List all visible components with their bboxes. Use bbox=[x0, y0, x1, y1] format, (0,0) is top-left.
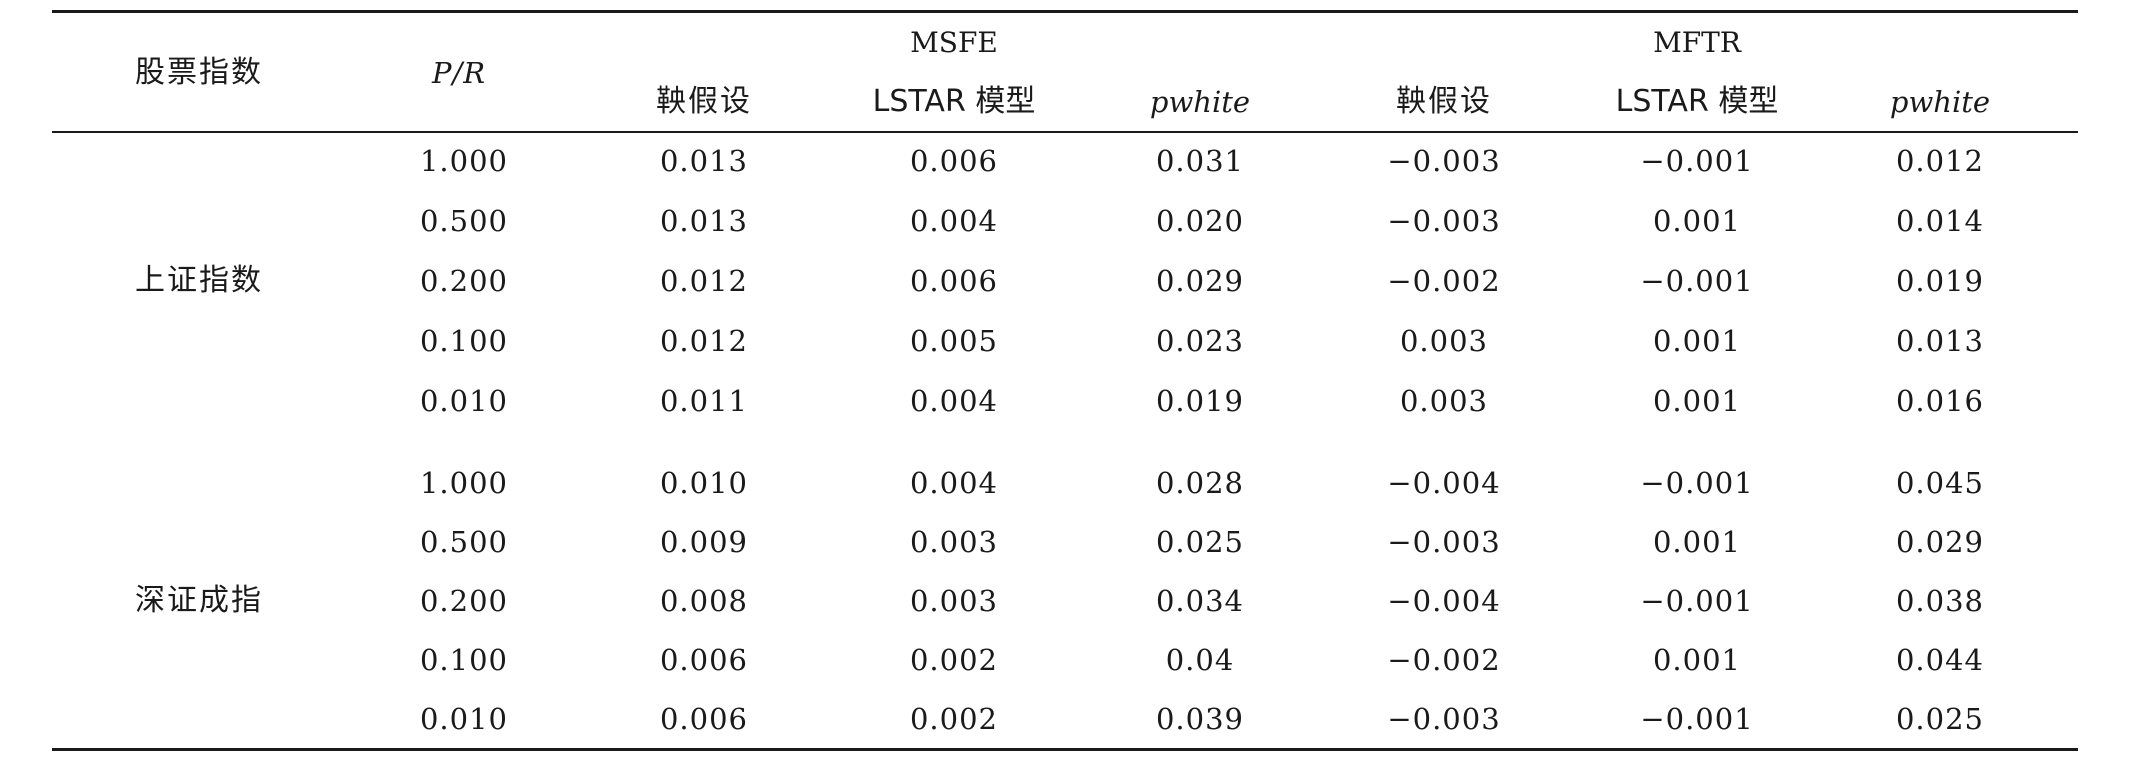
cell-msfe-martingale: 0.013 bbox=[659, 204, 749, 238]
cell-mftr-pwhite: 0.044 bbox=[1895, 643, 1985, 677]
cell-mftr-lstar: −0.001 bbox=[1640, 466, 1754, 500]
cell-mftr-lstar: 0.001 bbox=[1652, 643, 1742, 677]
cell-mftr-lstar: 0.001 bbox=[1652, 525, 1742, 559]
header-msfe-martingale: 鞅假设 bbox=[656, 84, 752, 119]
cell-msfe-martingale: 0.009 bbox=[659, 525, 749, 559]
cell-msfe-lstar: 0.004 bbox=[909, 384, 999, 418]
cell-msfe-lstar: 0.006 bbox=[909, 144, 999, 178]
cell-msfe-pwhite: 0.023 bbox=[1155, 324, 1245, 358]
cell-mftr-lstar: −0.001 bbox=[1640, 144, 1754, 178]
cell-mftr-lstar: −0.001 bbox=[1640, 264, 1754, 298]
cell-mftr-martingale: −0.002 bbox=[1387, 643, 1501, 677]
cell-pr: 0.010 bbox=[419, 702, 509, 736]
cell-msfe-pwhite: 0.034 bbox=[1155, 584, 1245, 618]
header-msfe-lstar: LSTAR 模型 bbox=[872, 84, 1036, 119]
cell-msfe-pwhite: 0.039 bbox=[1155, 702, 1245, 736]
cell-msfe-pwhite: 0.029 bbox=[1155, 264, 1245, 298]
cell-msfe-lstar: 0.006 bbox=[909, 264, 999, 298]
cell-mftr-martingale: −0.003 bbox=[1387, 525, 1501, 559]
cell-mftr-martingale: −0.002 bbox=[1387, 264, 1501, 298]
header-pr-ratio: P/R bbox=[431, 56, 487, 90]
cell-msfe-lstar: 0.004 bbox=[909, 204, 999, 238]
header-mftr-lstar: LSTAR 模型 bbox=[1615, 84, 1779, 119]
cell-msfe-lstar: 0.002 bbox=[909, 643, 999, 677]
cell-msfe-lstar: 0.002 bbox=[909, 702, 999, 736]
cell-msfe-martingale: 0.010 bbox=[659, 466, 749, 500]
cell-msfe-martingale: 0.006 bbox=[659, 702, 749, 736]
cell-mftr-martingale: −0.004 bbox=[1387, 584, 1501, 618]
cell-msfe-lstar: 0.004 bbox=[909, 466, 999, 500]
cell-mftr-pwhite: 0.013 bbox=[1895, 324, 1985, 358]
cell-msfe-martingale: 0.006 bbox=[659, 643, 749, 677]
table-top-rule bbox=[52, 10, 2078, 13]
cell-mftr-pwhite: 0.012 bbox=[1895, 144, 1985, 178]
table-header-rule bbox=[52, 131, 2078, 133]
cell-mftr-lstar: 0.001 bbox=[1652, 204, 1742, 238]
cell-mftr-pwhite: 0.029 bbox=[1895, 525, 1985, 559]
cell-msfe-pwhite: 0.019 bbox=[1155, 384, 1245, 418]
cell-msfe-martingale: 0.013 bbox=[659, 144, 749, 178]
cell-msfe-lstar: 0.005 bbox=[909, 324, 999, 358]
cell-msfe-pwhite: 0.020 bbox=[1155, 204, 1245, 238]
cell-mftr-martingale: −0.003 bbox=[1387, 702, 1501, 736]
cell-pr: 0.200 bbox=[419, 584, 509, 618]
cell-pr: 1.000 bbox=[419, 144, 509, 178]
header-mftr-martingale: 鞅假设 bbox=[1396, 84, 1492, 119]
cell-mftr-martingale: 0.003 bbox=[1399, 324, 1489, 358]
cell-mftr-martingale: −0.003 bbox=[1387, 204, 1501, 238]
table-bottom-rule bbox=[52, 748, 2078, 751]
cell-msfe-pwhite: 0.028 bbox=[1155, 466, 1245, 500]
cell-msfe-martingale: 0.012 bbox=[659, 264, 749, 298]
cell-mftr-pwhite: 0.038 bbox=[1895, 584, 1985, 618]
cell-msfe-martingale: 0.008 bbox=[659, 584, 749, 618]
cell-mftr-pwhite: 0.025 bbox=[1895, 702, 1985, 736]
cell-mftr-pwhite: 0.014 bbox=[1895, 204, 1985, 238]
cell-mftr-pwhite: 0.019 bbox=[1895, 264, 1985, 298]
cell-mftr-pwhite: 0.045 bbox=[1895, 466, 1985, 500]
header-stock-index: 股票指数 bbox=[135, 55, 263, 90]
cell-mftr-martingale: −0.004 bbox=[1387, 466, 1501, 500]
cell-pr: 0.100 bbox=[419, 324, 509, 358]
cell-msfe-lstar: 0.003 bbox=[909, 584, 999, 618]
cell-msfe-martingale: 0.011 bbox=[659, 384, 749, 418]
cell-pr: 0.500 bbox=[419, 525, 509, 559]
cell-msfe-pwhite: 0.025 bbox=[1155, 525, 1245, 559]
cell-pr: 1.000 bbox=[419, 466, 509, 500]
header-msfe-group: MSFE bbox=[910, 26, 998, 59]
cell-mftr-lstar: 0.001 bbox=[1652, 324, 1742, 358]
cell-mftr-pwhite: 0.016 bbox=[1895, 384, 1985, 418]
cell-pr: 0.200 bbox=[419, 264, 509, 298]
cell-mftr-martingale: −0.003 bbox=[1387, 144, 1501, 178]
cell-msfe-pwhite: 0.031 bbox=[1155, 144, 1245, 178]
group-label-shanghai: 上证指数 bbox=[135, 263, 263, 298]
cell-msfe-lstar: 0.003 bbox=[909, 525, 999, 559]
cell-pr: 0.100 bbox=[419, 643, 509, 677]
cell-pr: 0.010 bbox=[419, 384, 509, 418]
cell-msfe-martingale: 0.012 bbox=[659, 324, 749, 358]
header-mftr-group: MFTR bbox=[1653, 26, 1741, 59]
header-msfe-pwhite: pwhite bbox=[1149, 85, 1251, 119]
cell-mftr-lstar: −0.001 bbox=[1640, 584, 1754, 618]
header-mftr-pwhite: pwhite bbox=[1889, 85, 1991, 119]
group-label-shenzhen: 深证成指 bbox=[135, 583, 263, 618]
cell-mftr-lstar: −0.001 bbox=[1640, 702, 1754, 736]
cell-pr: 0.500 bbox=[419, 204, 509, 238]
cell-mftr-lstar: 0.001 bbox=[1652, 384, 1742, 418]
cell-mftr-martingale: 0.003 bbox=[1399, 384, 1489, 418]
cell-msfe-pwhite: 0.04 bbox=[1165, 643, 1235, 677]
